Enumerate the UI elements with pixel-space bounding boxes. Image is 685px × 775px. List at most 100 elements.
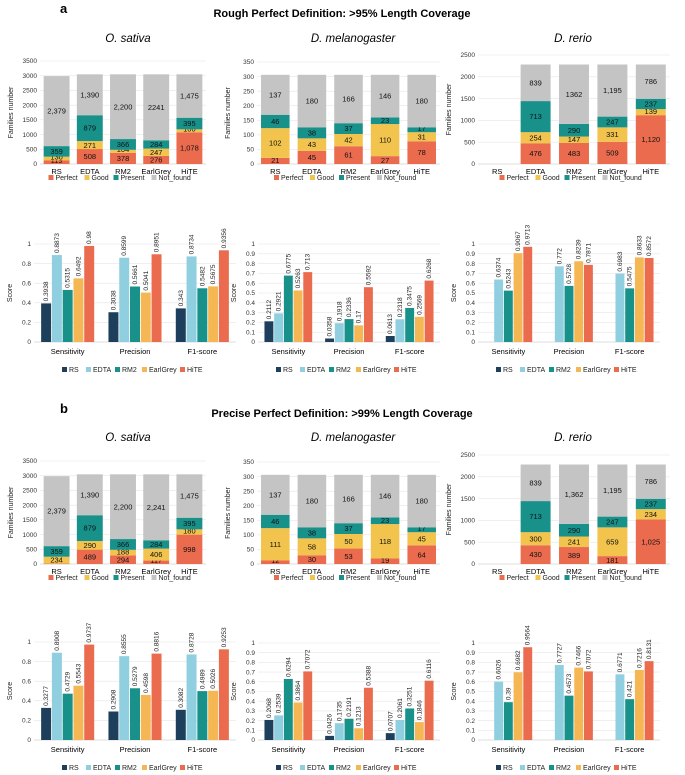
panel-label-b: b	[60, 401, 68, 416]
legend-label: RM2	[336, 765, 351, 772]
bar-segment-not-found	[370, 474, 400, 518]
y-tick-label-b-3: 0.4	[466, 698, 475, 705]
y-tick-label-a-1: 3500	[23, 58, 38, 65]
bar-rm2	[344, 319, 354, 342]
x-category-label: EarlGrey	[370, 567, 400, 576]
legend-label: Present	[121, 175, 145, 182]
bar-segment-perfect	[597, 556, 628, 564]
bar-hite	[583, 264, 593, 342]
bar-value-label: 0.2569	[416, 295, 423, 315]
y-tick-label-a-3: 1500	[461, 96, 476, 103]
y-tick-label-b-1: 2000	[23, 502, 38, 509]
bar-segment-perfect	[297, 555, 327, 564]
legend-label: RM2	[556, 367, 571, 374]
segment-value-label: 31	[418, 132, 426, 141]
x-category-label: RM2	[115, 167, 131, 176]
bar-rm2	[130, 688, 140, 740]
y-tick-label-b-1: 0	[27, 737, 31, 744]
bar-segment-perfect	[110, 555, 136, 564]
segment-value-label: 290	[568, 126, 581, 135]
legend-swatch-perfect	[274, 575, 279, 580]
y-tick-label-a-2: 100	[243, 132, 254, 139]
y-tick-label-b-2: 300	[243, 474, 254, 481]
y-tick-label-b-2: 150	[243, 517, 254, 524]
legend-swatch-edta	[300, 367, 305, 372]
legend-swatch-rm2	[329, 765, 334, 770]
y-tick-label-b-1: 500	[26, 546, 37, 553]
legend-swatch-rm2	[115, 367, 120, 372]
bar-rs	[41, 303, 52, 342]
segment-value-label: 17	[418, 524, 426, 533]
bar-segment-present	[597, 116, 628, 128]
y-axis-label-b-2: Score	[231, 682, 238, 700]
bar-segment-not-found	[520, 64, 551, 102]
segment-value-label: 23	[381, 516, 389, 525]
y-tick-label-a-1: 0.4	[22, 300, 31, 307]
bar-earlgrey	[354, 325, 364, 342]
bar-rs	[175, 308, 186, 342]
legend-swatch-good	[535, 175, 541, 180]
legend-label: EDTA	[307, 765, 325, 772]
segment-value-label: 247	[606, 118, 619, 127]
legend-label: Not_found	[384, 175, 416, 182]
legend-label: EarlGrey	[583, 367, 611, 374]
bar-rs	[175, 709, 186, 740]
bar-value-label: 0.6492	[75, 256, 82, 276]
legend-swatch-perfect	[274, 175, 279, 180]
bar-value-label: 0.5388	[365, 665, 372, 685]
segment-value-label: 234	[50, 556, 63, 565]
y-tick-label-a-3: 0.1	[466, 329, 475, 336]
bar-segment-perfect	[334, 548, 363, 564]
y-tick-label-a-1: 1	[27, 241, 31, 248]
segment-value-label: 430	[529, 550, 542, 559]
legend-swatch-hite	[394, 367, 399, 372]
legend-label: HiTE	[401, 367, 417, 374]
bar-segment-good	[143, 548, 170, 561]
segment-value-label: 879	[84, 124, 97, 133]
x-category-label: Sensitivity	[51, 347, 85, 356]
y-axis-label-b-1: Families number	[8, 486, 15, 538]
segment-value-label: 2,241	[147, 503, 166, 512]
y-tick-label-b-2: 0.5	[246, 689, 255, 696]
bar-segment-present	[334, 123, 363, 134]
bar-value-label: 0.3038	[110, 290, 117, 310]
segment-value-label: 489	[84, 552, 97, 561]
segment-value-label: 21	[271, 156, 279, 165]
segment-value-label: 180	[415, 97, 428, 106]
bar-value-label: 0.6775	[285, 253, 292, 273]
x-category-label: RM2	[341, 567, 357, 576]
bar-edta	[554, 266, 564, 342]
bar-segment-perfect	[143, 155, 170, 164]
bar-value-label: 0.0707	[387, 711, 394, 731]
bar-rm2	[62, 693, 73, 740]
bar-rm2	[503, 702, 513, 740]
x-category-label: Precision	[334, 347, 365, 356]
bar-segment-good	[520, 132, 551, 144]
bar-value-label: 0.2539	[276, 693, 283, 713]
segment-value-label: 146	[379, 492, 392, 501]
bar-segment-good	[297, 138, 327, 151]
y-tick-label-b-3: 500	[464, 539, 475, 546]
bar-segment-present	[143, 140, 170, 149]
segment-value-label: 119	[51, 156, 63, 165]
segment-value-label: 23	[381, 116, 389, 125]
y-tick-label-b-2: 0	[250, 561, 254, 568]
bar-segment-perfect	[407, 545, 436, 564]
segment-value-label: 378	[117, 154, 130, 163]
bar-value-label: 0.8728	[189, 632, 196, 652]
bar-rm2	[564, 285, 574, 342]
y-tick-label-b-2: 0.9	[246, 650, 255, 657]
legend-label: HiTE	[187, 367, 203, 374]
x-category-label: RM2	[341, 167, 357, 176]
bar-rs	[385, 733, 395, 740]
y-tick-label-a-2: 250	[243, 88, 254, 95]
y-tick-label-b-1: 0.8	[22, 659, 31, 666]
y-tick-label-a-1: 1000	[23, 132, 38, 139]
y-tick-label-a-1: 0.2	[22, 320, 31, 327]
bar-edta	[51, 652, 62, 740]
y-tick-label-a-3: 0.7	[466, 271, 475, 278]
x-category-label: HiTE	[413, 567, 430, 576]
bar-value-label: 0.8599	[121, 235, 128, 255]
bar-edta	[119, 257, 130, 342]
y-tick-label-a-2: 0.4	[246, 300, 255, 307]
